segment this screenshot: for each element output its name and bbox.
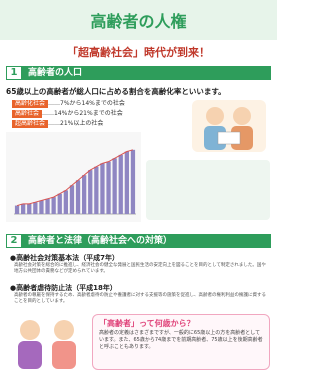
definition-row: 高齢化社会……7%から14%までの社会 — [12, 100, 125, 108]
note-box: 「高齢者」って何歳から？ 高齢者の定義はさまざまですが、一般的に65歳以上の方を… — [92, 314, 270, 370]
illustration — [190, 98, 268, 154]
chart — [6, 132, 141, 222]
illustration — [8, 316, 88, 372]
bar — [58, 194, 62, 214]
book — [218, 132, 240, 144]
desc: ……14%から21%までの社会 — [42, 110, 123, 118]
page: 高齢者の人権 「超高齢社会」時代が到来！ 1 高齢者の人口 65歳以上の高齢者が… — [0, 0, 277, 376]
bar — [76, 180, 80, 214]
face — [206, 107, 224, 125]
bar — [100, 163, 104, 214]
bar — [15, 206, 19, 214]
term: 高齢化社会 — [12, 100, 48, 108]
section-bar: 2 高齢者と法律（高齢社会への対策） — [6, 234, 271, 248]
section-heading: 高齢者の人口 — [28, 67, 82, 79]
bar — [125, 152, 129, 214]
definition-row: 高齢社会……14%から21%までの社会 — [12, 110, 125, 118]
body — [52, 341, 76, 369]
note-text: 高齢者の定義はさまざまですが、一般的に65歳以上の方を高齢者としています。また、… — [99, 330, 265, 351]
law-text: 高齢者の尊厳を保持するため、高齢者虐待の防止や養護者に対する支援等の施策を促進し… — [14, 293, 270, 305]
definitions: 高齢化社会……7%から14%までの社会高齢社会……14%から21%までの社会超高… — [12, 100, 125, 130]
section-number: 2 — [6, 234, 22, 248]
term: 高齢社会 — [12, 110, 42, 118]
face — [54, 320, 74, 340]
bar — [39, 200, 43, 214]
bar — [82, 175, 86, 214]
law-text: 高齢社会対策を総合的に推進し、経済社会の健全な発展と国民生活の安定向上を図ること… — [14, 263, 270, 275]
definition-row: 超高齢社会……21%以上の社会 — [12, 120, 125, 128]
bar — [21, 204, 25, 214]
desc: ……21%以上の社会 — [48, 120, 103, 128]
bar — [64, 190, 68, 214]
section-heading: 高齢者と法律（高齢社会への対策） — [28, 235, 172, 247]
bar — [119, 155, 123, 214]
title: 高齢者の人権 — [0, 8, 277, 32]
face — [20, 320, 40, 340]
chart-side-box — [146, 160, 270, 220]
law-title: ●高齢者虐待防止法（平成18年） — [10, 283, 270, 293]
bar — [33, 202, 37, 214]
section-bar: 1 高齢者の人口 — [6, 66, 271, 80]
subtitle: 「超高齢社会」時代が到来！ — [0, 44, 277, 60]
bar — [88, 170, 92, 214]
bar — [94, 167, 98, 214]
bar — [131, 150, 135, 214]
bar — [27, 204, 31, 214]
bar — [52, 197, 56, 214]
bar — [70, 185, 74, 214]
section-number: 1 — [6, 66, 22, 80]
bar — [106, 162, 110, 214]
face — [233, 107, 251, 125]
body — [18, 341, 42, 369]
bar — [113, 158, 117, 214]
bar — [45, 199, 49, 214]
note-title: 「高齢者」って何歳から？ — [99, 318, 195, 329]
lead: 65歳以上の高齢者が総人口に占める割合を高齢化率といいます。 — [6, 86, 274, 97]
desc: ……7%から14%までの社会 — [48, 100, 125, 108]
term: 超高齢社会 — [12, 120, 48, 128]
law-title: ●高齢社会対策基本法（平成7年） — [10, 253, 270, 263]
